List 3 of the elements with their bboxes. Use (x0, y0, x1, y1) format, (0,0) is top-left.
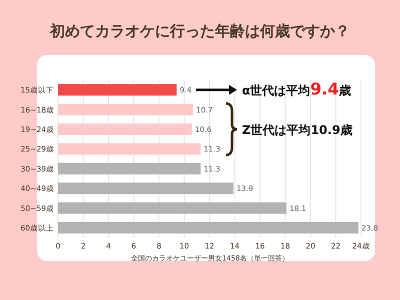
annotation: Z世代は平均10.9歳 (242, 122, 352, 137)
chart-title: 初めてカラオケに行った年齢は何歳ですか？ (49, 22, 350, 40)
annotation: α世代は平均9.4歳 (242, 79, 351, 98)
